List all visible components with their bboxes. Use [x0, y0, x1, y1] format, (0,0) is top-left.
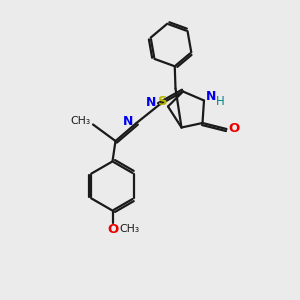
Text: H: H: [216, 95, 225, 109]
Text: N: N: [146, 95, 156, 109]
Text: S: S: [158, 95, 167, 108]
Text: O: O: [107, 223, 118, 236]
Text: O: O: [228, 122, 240, 136]
Text: N: N: [206, 90, 216, 104]
Text: CH₃: CH₃: [119, 224, 139, 234]
Text: N: N: [123, 115, 133, 128]
Text: CH₃: CH₃: [70, 116, 91, 126]
